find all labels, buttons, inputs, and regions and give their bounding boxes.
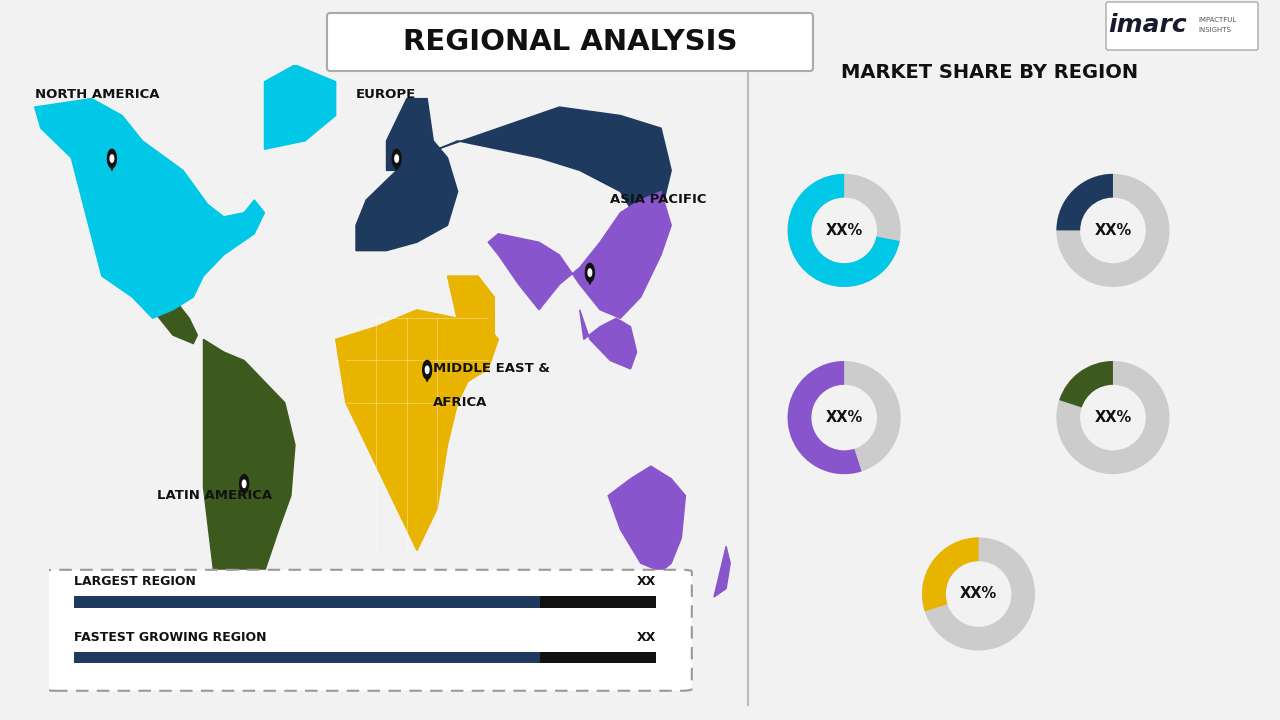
Text: MIDDLE EAST &: MIDDLE EAST & [433,362,550,375]
Polygon shape [580,310,636,369]
Polygon shape [387,99,433,171]
Polygon shape [393,158,401,171]
Bar [74,596,540,608]
Text: XX%: XX% [1094,223,1132,238]
Wedge shape [922,537,979,611]
Polygon shape [356,141,458,251]
Wedge shape [787,174,901,287]
Circle shape [585,264,594,282]
Polygon shape [714,546,730,597]
Polygon shape [265,65,335,149]
Bar [74,652,540,663]
Circle shape [242,480,246,487]
Circle shape [108,149,116,168]
Wedge shape [1056,174,1114,230]
FancyBboxPatch shape [45,570,691,690]
Text: NORTH AMERICA: NORTH AMERICA [35,88,159,101]
Text: IMPACTFUL: IMPACTFUL [1198,17,1236,23]
Polygon shape [608,466,686,572]
Wedge shape [922,537,1036,651]
Wedge shape [1059,361,1114,408]
Text: LATIN AMERICA: LATIN AMERICA [156,489,271,502]
Bar [540,652,657,663]
Bar [540,596,657,608]
Circle shape [110,155,114,162]
Text: XX%: XX% [826,410,863,425]
Text: AFRICA: AFRICA [433,396,488,409]
Polygon shape [137,276,197,343]
Wedge shape [787,174,900,287]
Text: EUROPE: EUROPE [356,88,416,101]
Polygon shape [448,276,494,361]
Wedge shape [1056,174,1170,287]
Text: LARGEST REGION: LARGEST REGION [74,575,196,588]
Polygon shape [241,484,248,495]
Text: XX%: XX% [960,587,997,601]
Polygon shape [335,310,498,551]
Circle shape [239,474,248,493]
Text: INSIGHTS: INSIGHTS [1198,27,1231,33]
Text: imarc: imarc [1108,13,1188,37]
Polygon shape [424,370,431,382]
Circle shape [392,149,401,168]
Text: FASTEST GROWING REGION: FASTEST GROWING REGION [74,631,268,644]
Text: ASIA PACIFIC: ASIA PACIFIC [611,194,707,207]
Polygon shape [488,192,671,318]
Circle shape [394,155,398,162]
Text: REGIONAL ANALYSIS: REGIONAL ANALYSIS [403,28,737,56]
Polygon shape [204,339,294,635]
Text: XX%: XX% [1094,410,1132,425]
Text: XX: XX [637,631,657,644]
Polygon shape [586,273,594,284]
Polygon shape [109,158,115,171]
Circle shape [422,361,431,379]
Polygon shape [438,107,671,225]
FancyBboxPatch shape [326,13,813,71]
Circle shape [588,269,591,276]
FancyBboxPatch shape [1106,2,1258,50]
Text: XX: XX [637,575,657,588]
Wedge shape [1056,361,1170,474]
Circle shape [425,366,429,374]
Wedge shape [787,361,901,474]
Polygon shape [35,99,265,318]
Text: MARKET SHARE BY REGION: MARKET SHARE BY REGION [841,63,1139,81]
Wedge shape [787,361,861,474]
Text: XX%: XX% [826,223,863,238]
